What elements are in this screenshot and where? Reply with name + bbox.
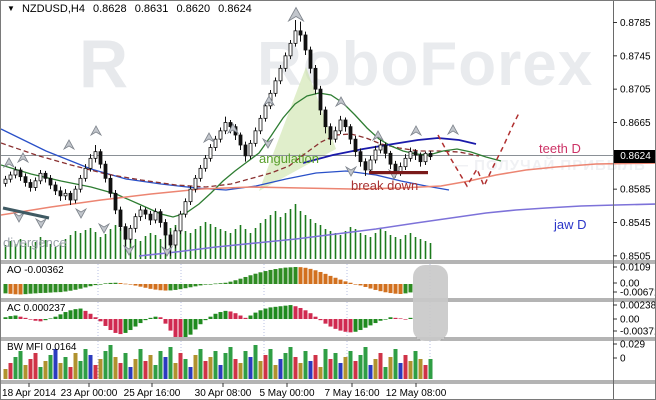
time-axis[interactable]: 18 Apr 2014 23 Apr 00:00 25 Apr 16:00 30 Ap… — [2, 383, 447, 399]
volume-series — [4, 204, 432, 259]
drawn-objects — [2, 171, 428, 220]
svg-text:0.8785: 0.8785 — [620, 18, 651, 29]
svg-text:0.029: 0.029 — [620, 340, 645, 351]
pane-label-mfi: BW MFI 0.0164 — [7, 342, 77, 353]
svg-text:0: 0 — [620, 354, 626, 365]
alligator-teeth-h4-brown — [1, 133, 480, 188]
svg-text:0.00: 0.00 — [620, 315, 640, 326]
svg-text:7 May 16:00: 7 May 16:00 — [324, 388, 379, 399]
annotation-angulation: angulation — [259, 151, 319, 166]
alligator-jaw-h4-blue — [1, 128, 450, 191]
ma-navy — [302, 137, 477, 164]
svg-text:0.002383: 0.002383 — [620, 301, 656, 312]
annotation-jaw-d: jaw D — [554, 217, 587, 232]
watermark-logo: R — [79, 26, 129, 102]
svg-text:-0.00371: -0.00371 — [620, 327, 656, 338]
svg-text:0.8585: 0.8585 — [620, 185, 651, 196]
svg-text:0.00: 0.00 — [620, 279, 640, 290]
chevron-down-icon[interactable]: ▼ — [7, 4, 15, 13]
svg-text:0.8545: 0.8545 — [620, 218, 651, 229]
svg-text:5 May 00:00: 5 May 00:00 — [259, 388, 314, 399]
svg-text:0.8505: 0.8505 — [620, 251, 651, 262]
svg-text:0.0109: 0.0109 — [620, 263, 651, 274]
title-bar: ▼ NZDUSD,H4 0.8628 0.8631 0.8620 0.8624 — [7, 3, 257, 15]
projection-dashed-red — [437, 112, 520, 188]
teeth-daily-salmon — [1, 162, 655, 216]
ohlc-high: 0.8631 — [134, 3, 169, 15]
ohlc-close: 0.8624 — [218, 3, 252, 15]
annotation-teeth-d: teeth D — [539, 141, 581, 156]
svg-text:12 May 08:00: 12 May 08:00 — [386, 388, 447, 399]
svg-text:0.8665: 0.8665 — [620, 118, 651, 129]
mfi-histogram — [3, 345, 433, 379]
indicator-axis-labels: 0.01090.00-0.006710.0023830.00-0.003710.… — [613, 263, 656, 365]
annotation-break-down: break down — [351, 178, 419, 193]
svg-text:-0.00671: -0.00671 — [620, 288, 656, 299]
ao-histogram — [3, 266, 413, 295]
svg-text:18 Apr 2014: 18 Apr 2014 — [2, 388, 56, 399]
ac-histogram — [3, 305, 413, 337]
svg-text:0.8745: 0.8745 — [620, 51, 651, 62]
svg-text:0.8705: 0.8705 — [620, 85, 651, 96]
alligator-lips-h4-green — [1, 92, 502, 218]
angulation-wedge — [259, 67, 336, 191]
annotation-divergence: divergence — [3, 235, 67, 250]
price-axis[interactable]: 0.8785 0.8745 0.8705 0.8665 0.8585 0.8545 0.85… — [613, 18, 651, 262]
alligator-lines — [1, 92, 655, 257]
pane-label-ao: AO -0.00362 — [7, 265, 64, 276]
jaw-daily-violet — [138, 203, 655, 257]
ohlc-open: 0.8628 — [93, 3, 127, 15]
highlight-blob — [413, 265, 448, 341]
svg-text:30 Apr 08:00: 30 Apr 08:00 — [195, 388, 252, 399]
pane-label-ac: AC 0.000237 — [7, 303, 66, 314]
ohlc-low: 0.8620 — [176, 3, 211, 15]
current-price-tag: 0.8624 — [614, 150, 655, 163]
candlestick-series — [3, 20, 433, 256]
watermark-tagline: — ПОЛУЧАЙ ПРИБЫЛЬ — [453, 157, 646, 174]
fractal-arrows — [2, 6, 460, 257]
symbol-title: NZDUSD,H4 — [21, 3, 85, 15]
svg-text:23 Apr 00:00: 23 Apr 00:00 — [61, 388, 118, 399]
svg-text:25 Apr 16:00: 25 Apr 16:00 — [124, 388, 181, 399]
